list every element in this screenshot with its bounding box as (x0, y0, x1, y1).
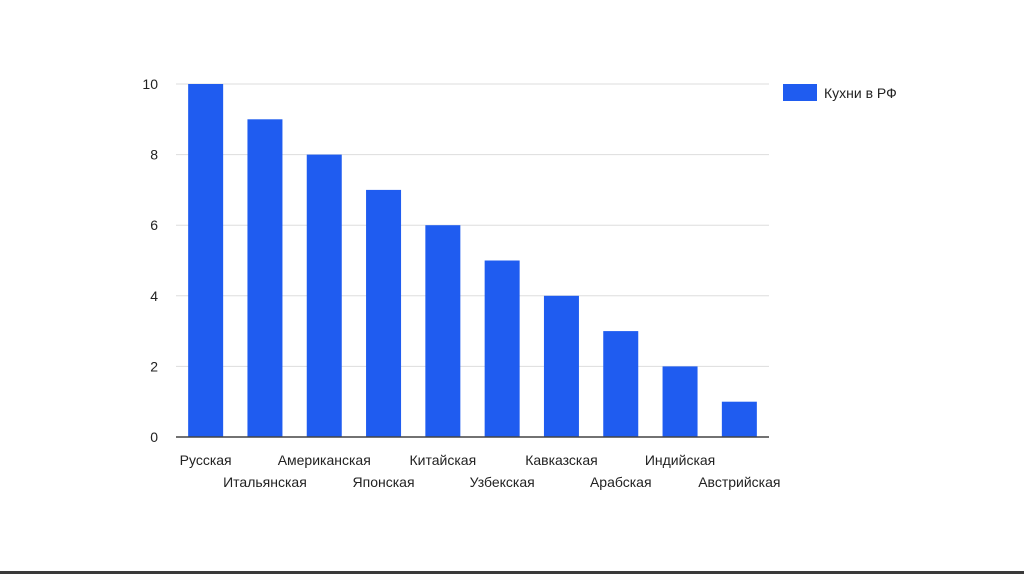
bar (366, 189, 402, 437)
bar (306, 154, 342, 437)
x-tick-label: Американская (278, 452, 371, 468)
y-tick-labels: 0 2 4 6 8 10 (142, 76, 158, 445)
y-tick-label: 4 (150, 288, 158, 304)
bar (425, 225, 461, 437)
x-tick-label: Арабская (590, 474, 652, 490)
x-tick-labels: Русская Итальянская Американская Японская Ки… (180, 452, 781, 490)
legend-label: Кухни в РФ (824, 85, 897, 101)
x-tick-label: Итальянская (223, 474, 307, 490)
bar (662, 366, 698, 437)
bar (721, 401, 757, 437)
y-tick-label: 2 (150, 358, 158, 374)
bar (247, 119, 283, 438)
x-tick-label: Кавказская (525, 452, 598, 468)
x-tick-label: Узбекская (470, 474, 535, 490)
bar (543, 295, 579, 437)
bar (603, 331, 639, 437)
y-tick-label: 8 (150, 147, 158, 163)
x-tick-label: Русская (180, 452, 232, 468)
x-tick-label: Китайская (410, 452, 477, 468)
x-tick-label: Австрийская (698, 474, 780, 490)
x-tick-label: Индийская (645, 452, 715, 468)
bars (188, 84, 757, 438)
legend: Кухни в РФ (783, 84, 897, 101)
bar (484, 260, 520, 437)
y-tick-label: 0 (150, 429, 158, 445)
y-tick-label: 10 (142, 76, 158, 92)
y-tick-label: 6 (150, 217, 158, 233)
bar (188, 84, 224, 437)
x-tick-label: Японская (353, 474, 415, 490)
legend-swatch (783, 84, 817, 101)
